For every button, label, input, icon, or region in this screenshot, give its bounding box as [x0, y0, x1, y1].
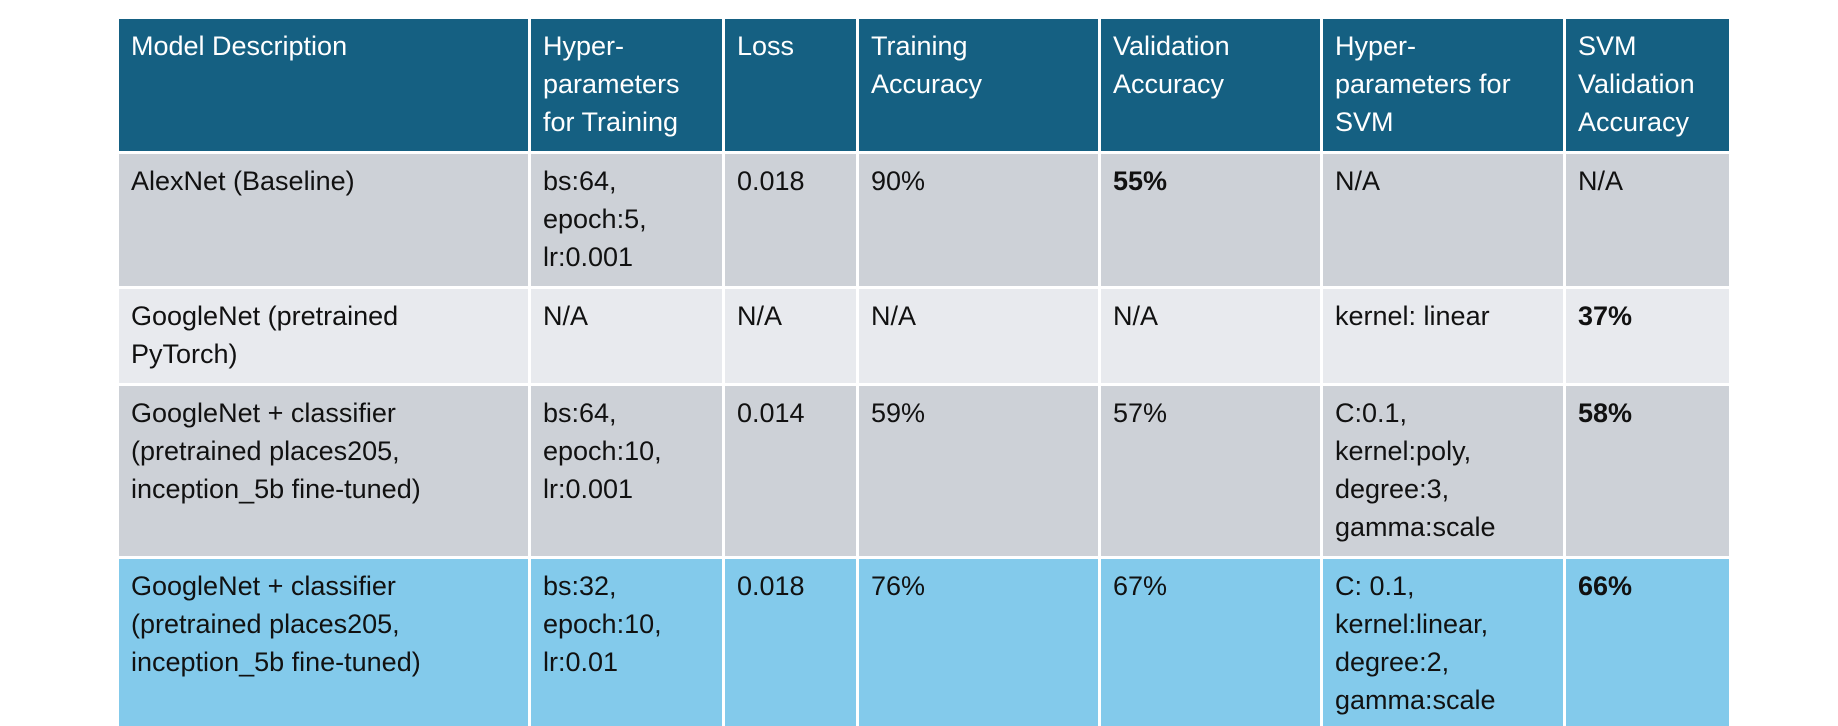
- cell-val-acc: 67%: [1098, 556, 1323, 726]
- cell-line: kernel: linear: [1335, 301, 1490, 331]
- results-table: Model Description Hyper- parameters for …: [116, 16, 1732, 726]
- cell-line: GoogleNet (pretrained: [131, 301, 399, 331]
- header-line: Training: [871, 31, 968, 61]
- cell-line: epoch:10,: [543, 609, 662, 639]
- cell-line: inception_5b fine-tuned): [131, 647, 421, 677]
- cell-line: (pretrained places205,: [131, 609, 400, 639]
- header-line: Model Description: [131, 31, 348, 61]
- cell-line: C: 0.1,: [1335, 571, 1415, 601]
- cell-line: lr:0.001: [543, 242, 634, 272]
- table-row-googlenet-classifier-b: GoogleNet + classifier (pretrained place…: [116, 556, 1732, 726]
- cell-line: lr:0.01: [543, 647, 619, 677]
- cell-svm-val-acc: N/A: [1563, 151, 1732, 289]
- cell-line: kernel:linear,: [1335, 609, 1489, 639]
- cell-loss: 0.014: [722, 383, 859, 559]
- cell-loss: 0.018: [722, 151, 859, 289]
- header-line: Accuracy: [1578, 107, 1690, 137]
- cell-line: N/A: [1335, 166, 1381, 196]
- header-line: Loss: [737, 31, 795, 61]
- cell-line: degree:2,: [1335, 647, 1450, 677]
- cell-line: epoch:5,: [543, 204, 647, 234]
- cell-svm-hparams: kernel: linear: [1320, 286, 1566, 386]
- cell-line: N/A: [543, 301, 589, 331]
- cell-model: GoogleNet + classifier (pretrained place…: [116, 383, 531, 559]
- cell-train-hparams: bs:32, epoch:10, lr:0.01: [528, 556, 725, 726]
- col-header-validation-accuracy: Validation Accuracy: [1098, 16, 1323, 154]
- cell-model: GoogleNet (pretrained PyTorch): [116, 286, 531, 386]
- table-row-googlenet-pytorch: GoogleNet (pretrained PyTorch) N/A N/A N…: [116, 286, 1732, 386]
- cell-val-acc: 55%: [1098, 151, 1323, 289]
- cell-loss: N/A: [722, 286, 859, 386]
- cell-line: kernel:poly,: [1335, 436, 1472, 466]
- cell-line: AlexNet (Baseline): [131, 166, 355, 196]
- cell-line: inception_5b fine-tuned): [131, 474, 421, 504]
- cell-line: bs:64,: [543, 398, 617, 428]
- cell-line: PyTorch): [131, 339, 238, 369]
- col-header-training-accuracy: Training Accuracy: [856, 16, 1101, 154]
- cell-train-hparams: bs:64, epoch:10, lr:0.001: [528, 383, 725, 559]
- cell-val-acc: N/A: [1098, 286, 1323, 386]
- cell-train-acc: 76%: [856, 556, 1101, 726]
- cell-line: (pretrained places205,: [131, 436, 400, 466]
- cell-svm-hparams: C:0.1, kernel:poly, degree:3, gamma:scal…: [1320, 383, 1566, 559]
- header-line: Validation: [1113, 31, 1230, 61]
- header-line: Validation: [1578, 69, 1695, 99]
- cell-svm-val-acc: 58%: [1563, 383, 1732, 559]
- cell-line: GoogleNet + classifier: [131, 398, 396, 428]
- col-header-model-description: Model Description: [116, 16, 531, 154]
- header-line: Hyper-: [543, 31, 625, 61]
- cell-line: bs:32,: [543, 571, 617, 601]
- header-row: Model Description Hyper- parameters for …: [116, 16, 1732, 154]
- cell-val-acc: 57%: [1098, 383, 1323, 559]
- header-line: for Training: [543, 107, 679, 137]
- header-line: SVM: [1335, 107, 1394, 137]
- cell-svm-val-acc: 66%: [1563, 556, 1732, 726]
- cell-line: gamma:scale: [1335, 512, 1496, 542]
- cell-svm-hparams: N/A: [1320, 151, 1566, 289]
- table-row-googlenet-classifier-a: GoogleNet + classifier (pretrained place…: [116, 383, 1732, 559]
- cell-line: C:0.1,: [1335, 398, 1408, 428]
- header-line: Hyper-: [1335, 31, 1417, 61]
- col-header-svm-validation-accuracy: SVM Validation Accuracy: [1563, 16, 1732, 154]
- cell-train-hparams: N/A: [528, 286, 725, 386]
- cell-train-acc: 59%: [856, 383, 1101, 559]
- col-header-training-hyperparameters: Hyper- parameters for Training: [528, 16, 725, 154]
- header-line: parameters: [543, 69, 680, 99]
- cell-line: epoch:10,: [543, 436, 662, 466]
- cell-line: GoogleNet + classifier: [131, 571, 396, 601]
- cell-model: GoogleNet + classifier (pretrained place…: [116, 556, 531, 726]
- cell-train-hparams: bs:64, epoch:5, lr:0.001: [528, 151, 725, 289]
- cell-svm-val-acc: 37%: [1563, 286, 1732, 386]
- header-line: Accuracy: [1113, 69, 1225, 99]
- cell-loss: 0.018: [722, 556, 859, 726]
- table-row-alexnet: AlexNet (Baseline) bs:64, epoch:5, lr:0.…: [116, 151, 1732, 289]
- cell-line: bs:64,: [543, 166, 617, 196]
- col-header-loss: Loss: [722, 16, 859, 154]
- cell-line: lr:0.001: [543, 474, 634, 504]
- header-line: SVM: [1578, 31, 1637, 61]
- cell-train-acc: N/A: [856, 286, 1101, 386]
- cell-svm-hparams: C: 0.1, kernel:linear, degree:2, gamma:s…: [1320, 556, 1566, 726]
- header-line: parameters for: [1335, 69, 1511, 99]
- cell-train-acc: 90%: [856, 151, 1101, 289]
- col-header-svm-hyperparameters: Hyper- parameters for SVM: [1320, 16, 1566, 154]
- cell-model: AlexNet (Baseline): [116, 151, 531, 289]
- cell-line: gamma:scale: [1335, 685, 1496, 715]
- header-line: Accuracy: [871, 69, 983, 99]
- cell-line: degree:3,: [1335, 474, 1450, 504]
